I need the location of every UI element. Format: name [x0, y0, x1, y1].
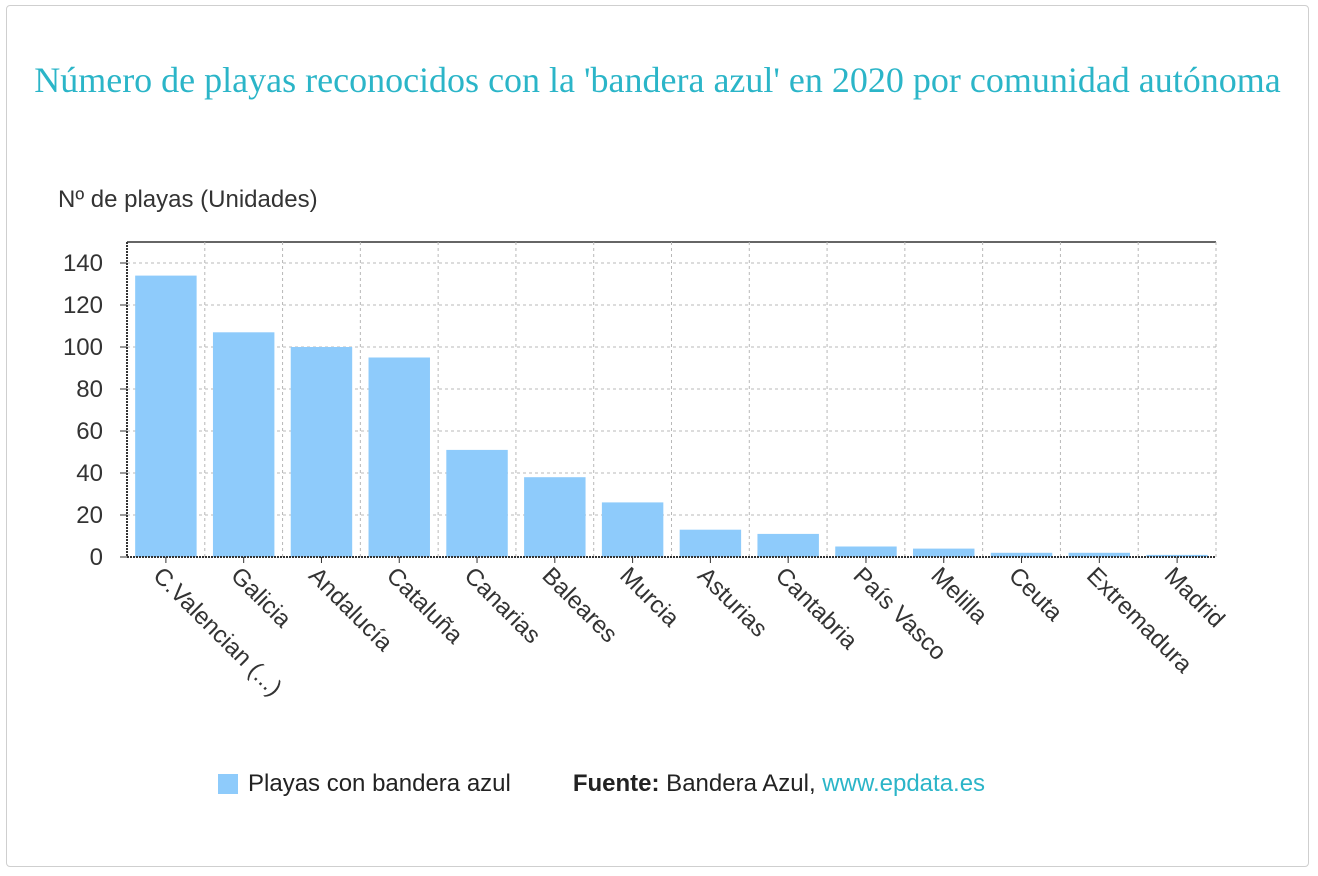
bar: [913, 548, 975, 557]
bar: [524, 477, 586, 557]
x-tick-label: Murcia: [614, 562, 684, 632]
bar: [601, 502, 664, 557]
x-tick-label: Baleares: [537, 562, 623, 648]
x-tick-label: Asturias: [692, 562, 772, 642]
bar: [679, 529, 742, 557]
x-tick-label: Galicia: [225, 562, 296, 633]
source-note: Fuente: Bandera Azul, www.epdata.es: [573, 770, 985, 798]
bar: [290, 347, 353, 557]
bar: [135, 275, 197, 557]
source-label: Fuente:: [572, 770, 660, 797]
y-axis-label: Nº de playas (Unidades): [58, 186, 318, 213]
x-tick-label: Ceuta: [1003, 562, 1068, 627]
bar: [212, 332, 275, 557]
chart-title: Número de playas reconocidos con la 'ban…: [34, 60, 1281, 100]
x-tick-label: Cantabria: [770, 562, 863, 655]
bar: [368, 357, 430, 557]
bar: [1068, 552, 1131, 557]
bar: [757, 533, 819, 557]
legend-label: Playas con bandera azul: [248, 770, 511, 797]
y-tick-label: 20: [76, 502, 103, 529]
x-tick-label: Madrid: [1159, 562, 1230, 633]
bar: [446, 449, 508, 557]
x-tick-label: Melilla: [926, 562, 994, 630]
x-tick-label: Canarias: [459, 562, 546, 649]
y-tick-label: 120: [63, 292, 103, 319]
legend-swatch: [218, 774, 238, 794]
source-link[interactable]: www.epdata.es: [822, 770, 986, 797]
y-tick-label: 80: [76, 376, 103, 403]
x-tick-label: Andalucía: [303, 562, 398, 657]
y-tick-label: 140: [63, 250, 103, 277]
bar: [835, 546, 897, 557]
y-tick-label: 0: [90, 544, 103, 571]
y-tick-label: 40: [76, 460, 103, 487]
bar: [1146, 554, 1208, 557]
bar: [990, 552, 1053, 557]
source-text: Bandera Azul,: [659, 770, 823, 797]
legend: Playas con bandera azul Fuente: Bandera …: [218, 770, 985, 798]
y-tick-label: 60: [76, 418, 103, 445]
y-tick-label: 100: [63, 334, 103, 361]
